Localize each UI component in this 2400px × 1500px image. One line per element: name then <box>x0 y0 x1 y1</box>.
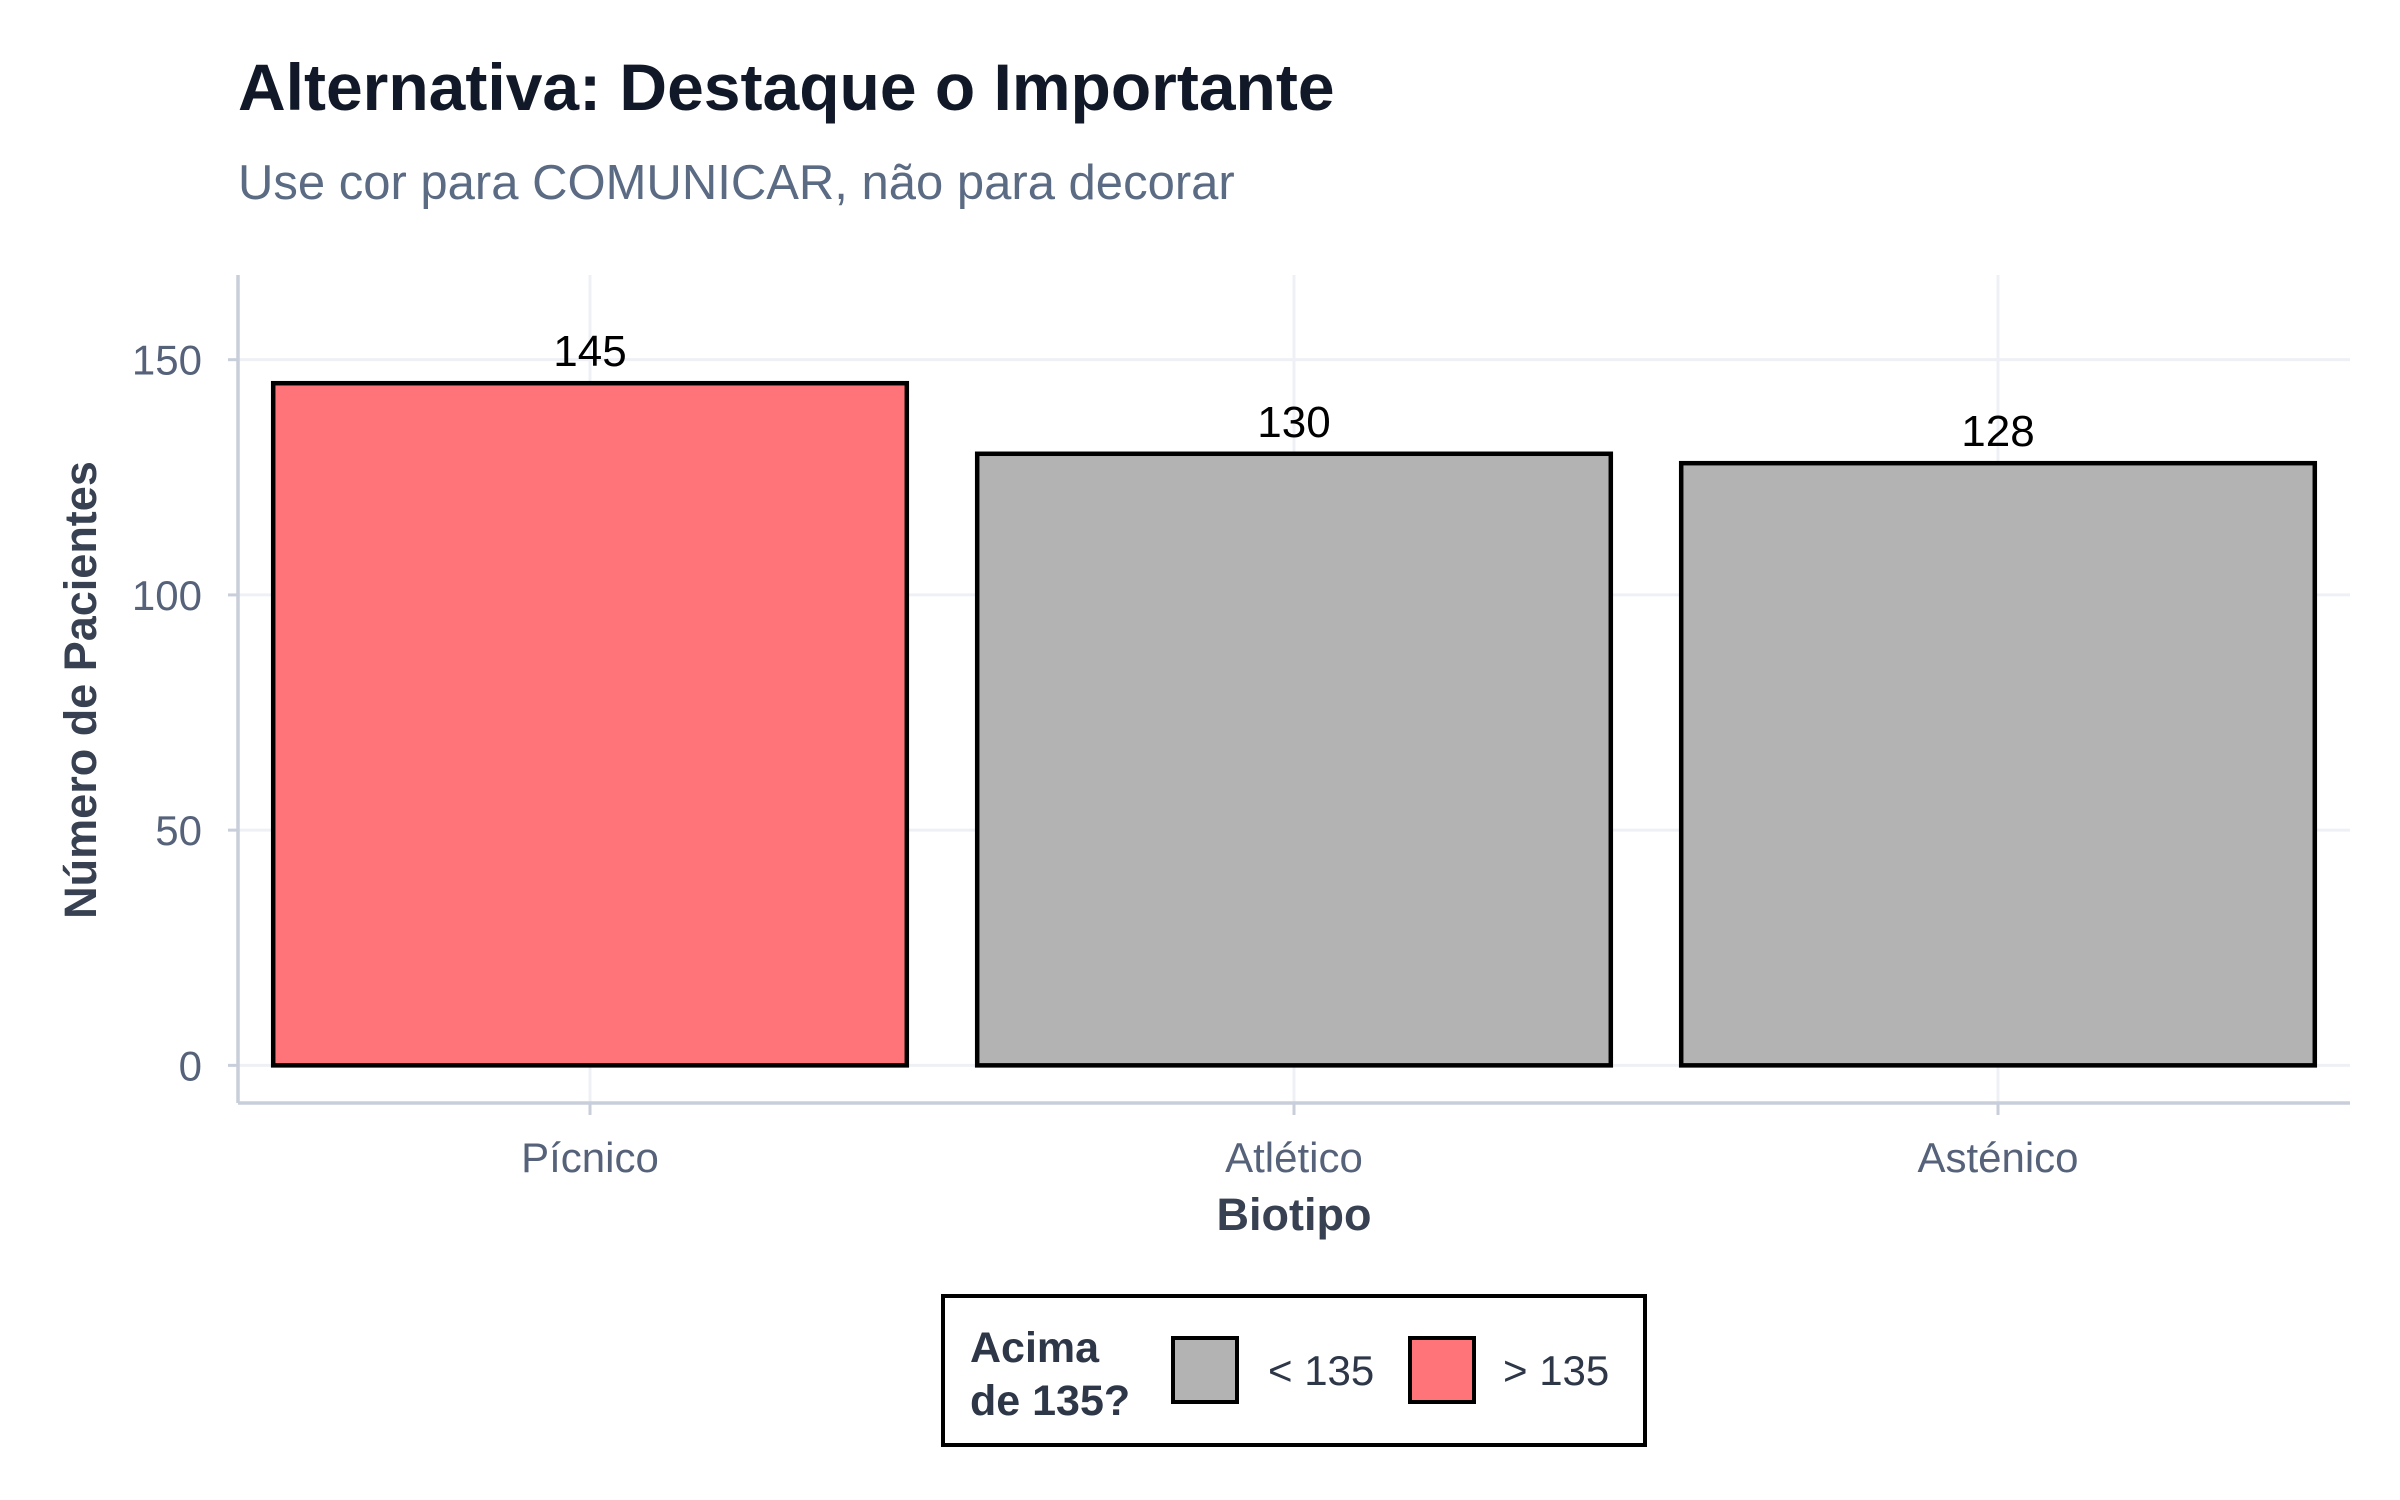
legend-label-below-135: < 135 <box>1268 1347 1374 1394</box>
x-tick-label-0: Pícnico <box>521 1134 659 1181</box>
chart-title: Alternativa: Destaque o Importante <box>238 50 1335 124</box>
legend-title-line-1: Acima <box>970 1324 1100 1372</box>
legend-swatch-below-135 <box>1171 1336 1239 1404</box>
axes <box>228 275 2350 1115</box>
y-tick-label: 150 <box>132 337 202 384</box>
tick-labels: 0 50 100 150 Pícnico Atlético Asténico <box>132 337 2079 1181</box>
legend-title-line-2: de 135? <box>970 1377 1130 1425</box>
data-label-1: 130 <box>1257 398 1330 447</box>
y-axis-title: Número de Pacientes <box>55 461 106 919</box>
bar-1 <box>974 451 1614 1068</box>
x-axis-title: Biotipo <box>1217 1189 1372 1240</box>
bar-0 <box>270 380 910 1068</box>
x-tick-label-1: Atlético <box>1225 1134 1363 1181</box>
bars <box>270 380 2318 1068</box>
legend-title: Acima de 135? <box>970 1324 1130 1425</box>
chart-subtitle: Use cor para COMUNICAR, não para decorar <box>238 156 1235 210</box>
legend-swatch-above-135 <box>1408 1336 1476 1404</box>
data-labels: 145 130 128 <box>553 327 2034 456</box>
bar-2 <box>1678 460 2318 1068</box>
data-label-0: 145 <box>553 327 626 376</box>
y-tick-label: 50 <box>155 807 202 854</box>
y-tick-label: 100 <box>132 572 202 619</box>
data-label-2: 128 <box>1961 407 2034 456</box>
legend-box <box>941 1294 1647 1447</box>
legend: Acima de 135? < 135 > 135 <box>941 1294 1647 1447</box>
x-tick-label-2: Asténico <box>1917 1134 2078 1181</box>
y-tick-label: 0 <box>179 1042 202 1089</box>
legend-label-above-135: > 135 <box>1503 1347 1609 1394</box>
